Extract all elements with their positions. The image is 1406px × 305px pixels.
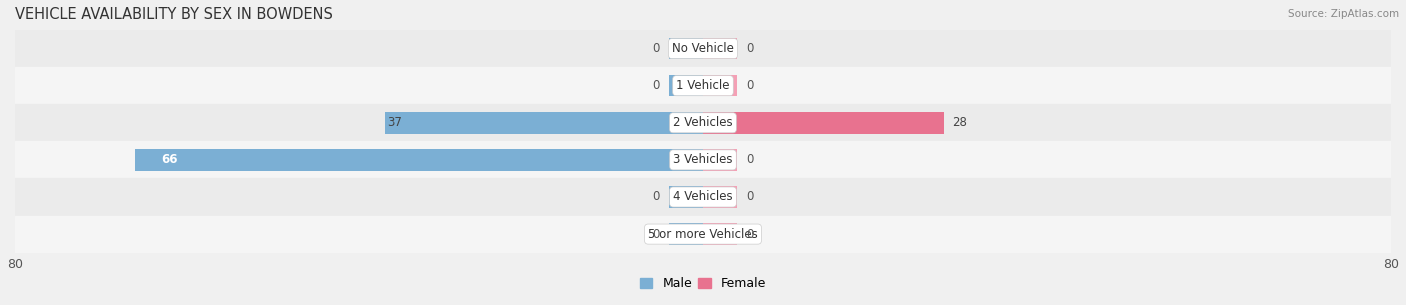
Text: 0: 0	[652, 79, 659, 92]
Text: 5 or more Vehicles: 5 or more Vehicles	[648, 228, 758, 241]
Text: 0: 0	[747, 228, 754, 241]
Text: No Vehicle: No Vehicle	[672, 42, 734, 55]
Bar	[703, 223, 737, 245]
Bar	[385, 112, 703, 134]
Text: 0: 0	[652, 228, 659, 241]
Text: 0: 0	[747, 191, 754, 203]
Bar	[135, 149, 703, 171]
Text: 0: 0	[652, 42, 659, 55]
Text: 28: 28	[952, 116, 967, 129]
Text: VEHICLE AVAILABILITY BY SEX IN BOWDENS: VEHICLE AVAILABILITY BY SEX IN BOWDENS	[15, 7, 333, 22]
Bar	[669, 186, 703, 208]
Text: 0: 0	[747, 42, 754, 55]
Bar	[703, 186, 737, 208]
Bar	[703, 38, 737, 59]
Text: 0: 0	[652, 191, 659, 203]
Bar	[15, 216, 1391, 253]
Bar	[15, 141, 1391, 178]
Bar	[669, 223, 703, 245]
Bar	[703, 75, 737, 96]
Text: 1 Vehicle: 1 Vehicle	[676, 79, 730, 92]
Text: 37: 37	[387, 116, 402, 129]
Bar	[15, 67, 1391, 104]
Bar	[15, 104, 1391, 141]
Text: 4 Vehicles: 4 Vehicles	[673, 191, 733, 203]
Bar	[703, 112, 943, 134]
Text: 0: 0	[747, 79, 754, 92]
Bar	[15, 178, 1391, 216]
Bar	[669, 38, 703, 59]
Text: 0: 0	[747, 153, 754, 167]
Bar	[15, 30, 1391, 67]
Bar	[703, 149, 737, 171]
Text: 3 Vehicles: 3 Vehicles	[673, 153, 733, 167]
Legend: Male, Female: Male, Female	[636, 272, 770, 295]
Bar	[669, 75, 703, 96]
Text: Source: ZipAtlas.com: Source: ZipAtlas.com	[1288, 9, 1399, 19]
Text: 66: 66	[162, 153, 177, 167]
Text: 2 Vehicles: 2 Vehicles	[673, 116, 733, 129]
